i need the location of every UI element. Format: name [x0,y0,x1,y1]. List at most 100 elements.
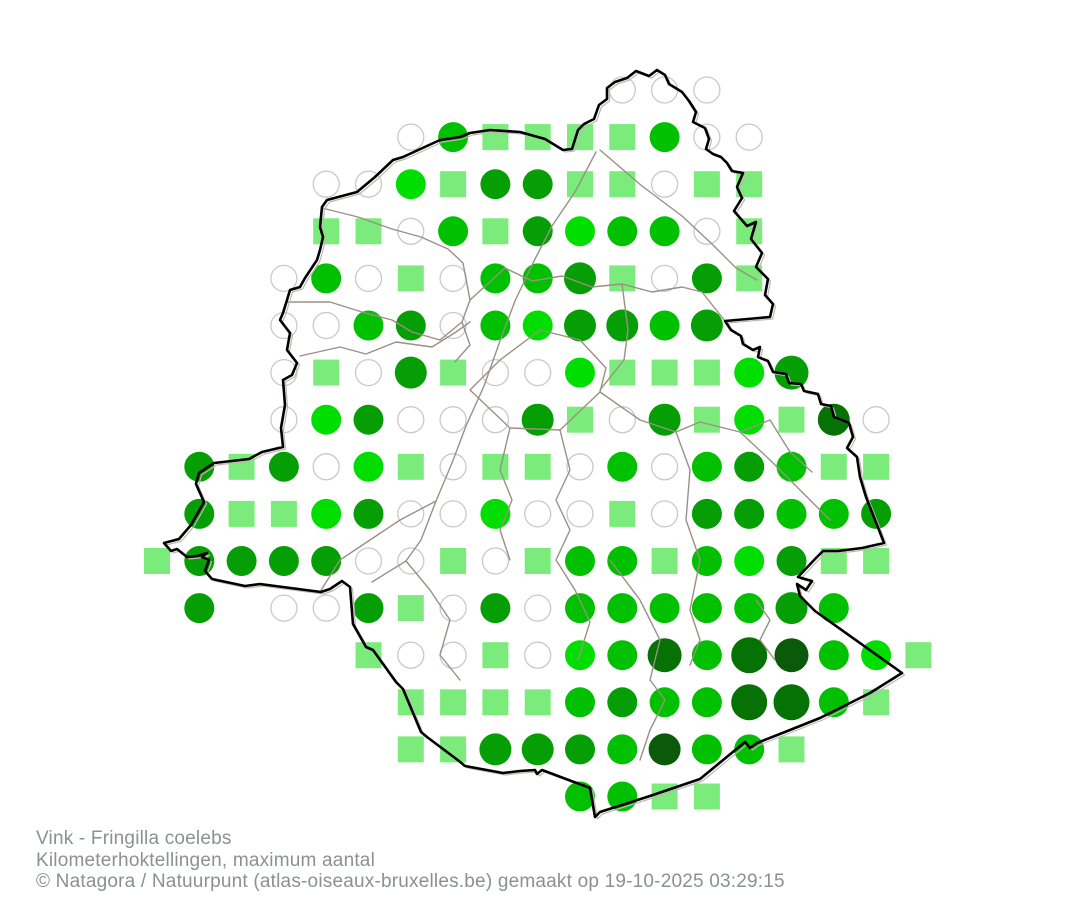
observation-circle [691,546,722,576]
no-observation-circle [693,76,721,104]
observation-square [228,500,255,527]
no-observation-circle [608,406,636,434]
observation-circle [607,687,638,718]
observation-circle [353,593,384,624]
no-observation-circle [693,217,721,245]
observation-circle [649,216,680,247]
commune-boundary-line [499,427,513,561]
commune-boundary-line [609,559,666,761]
observation-square [397,595,424,622]
observation-circle [480,593,511,624]
observation-circle [565,781,595,812]
observation-square [863,453,890,480]
observation-circle [734,357,765,388]
no-observation-circle [439,406,467,434]
no-observation-circle [397,547,425,575]
no-observation-circle [270,594,298,622]
copyright-line: © Natagora / Natuurpunt (atlas-oiseaux-b… [36,871,785,892]
no-observation-circle [481,406,510,434]
observation-circle [522,216,553,247]
no-observation-circle [397,641,425,669]
observation-circle [690,309,723,342]
commune-boundary-line [599,149,758,281]
observation-circle [818,640,849,671]
observation-square [778,736,805,763]
no-observation-circle [481,358,510,387]
observation-circle [353,310,384,341]
observation-circle [691,263,722,294]
observation-circle [311,404,342,435]
observation-square [144,548,170,574]
observation-circle [565,546,595,576]
observation-circle [184,451,215,482]
region-outline-layer [162,68,906,820]
observation-circle [775,592,808,625]
no-observation-circle [397,500,425,528]
observation-circle [818,593,849,624]
no-observation-circle [524,358,552,387]
no-observation-circle [354,264,383,293]
no-observation-circle [481,547,510,575]
commune-boundary-line [469,329,607,431]
no-observation-circle [650,170,679,198]
no-observation-circle [439,641,467,669]
observation-square [440,359,467,386]
observation-circle [565,216,595,247]
observation-square [482,642,509,669]
commune-boundary-line [555,429,591,661]
commune-boundary-line [321,207,471,363]
observation-circle [353,404,384,435]
no-observation-circle [439,453,467,481]
commune-boundary-line [371,151,597,583]
observation-circle [817,403,850,436]
observation-circle [818,687,849,718]
observation-circle [607,216,638,247]
observation-square [693,783,720,810]
observation-circle [353,498,384,529]
observation-circle [565,687,595,718]
observation-circle [648,733,681,766]
observation-circle [647,638,682,673]
commune-boundary-line [319,500,437,593]
observation-circle [776,546,807,576]
no-observation-circle [524,641,552,669]
observation-square [905,642,932,669]
no-observation-circle [312,453,340,481]
observation-circle [564,309,596,342]
observation-circle [522,263,553,294]
observation-circle [395,310,426,341]
observation-circle [565,357,595,388]
observation-circle [226,546,257,576]
observation-circle [691,498,722,529]
no-observation-circle [650,453,679,481]
observation-square [482,218,509,245]
observation-circle [607,451,638,482]
observation-square [567,171,593,198]
observation-circle [184,498,215,529]
no-observation-circle [397,406,425,434]
no-observation-circle [312,170,340,198]
region-outline [162,68,904,819]
observation-circle [607,546,638,576]
observation-square [440,548,467,574]
no-observation-circle [439,594,467,622]
observation-square [482,124,509,151]
observation-circle [734,451,765,482]
observation-circle [691,734,722,765]
no-observation-circle [524,594,552,622]
observation-square [482,689,509,716]
observation-square [397,736,424,763]
survey-subtitle: Kilometerhoktellingen, maximum aantal [36,849,375,871]
observation-circle [774,355,809,390]
symbol-layer [144,76,932,812]
observation-circle [776,498,807,529]
observation-circle [394,356,427,389]
observation-circle [649,122,680,153]
observation-circle [521,403,554,436]
observation-circle [691,687,722,718]
commune-boundary-line [286,301,463,341]
observation-circle [773,684,810,721]
no-observation-circle [650,500,679,528]
commune-boundaries-layer [286,149,831,761]
